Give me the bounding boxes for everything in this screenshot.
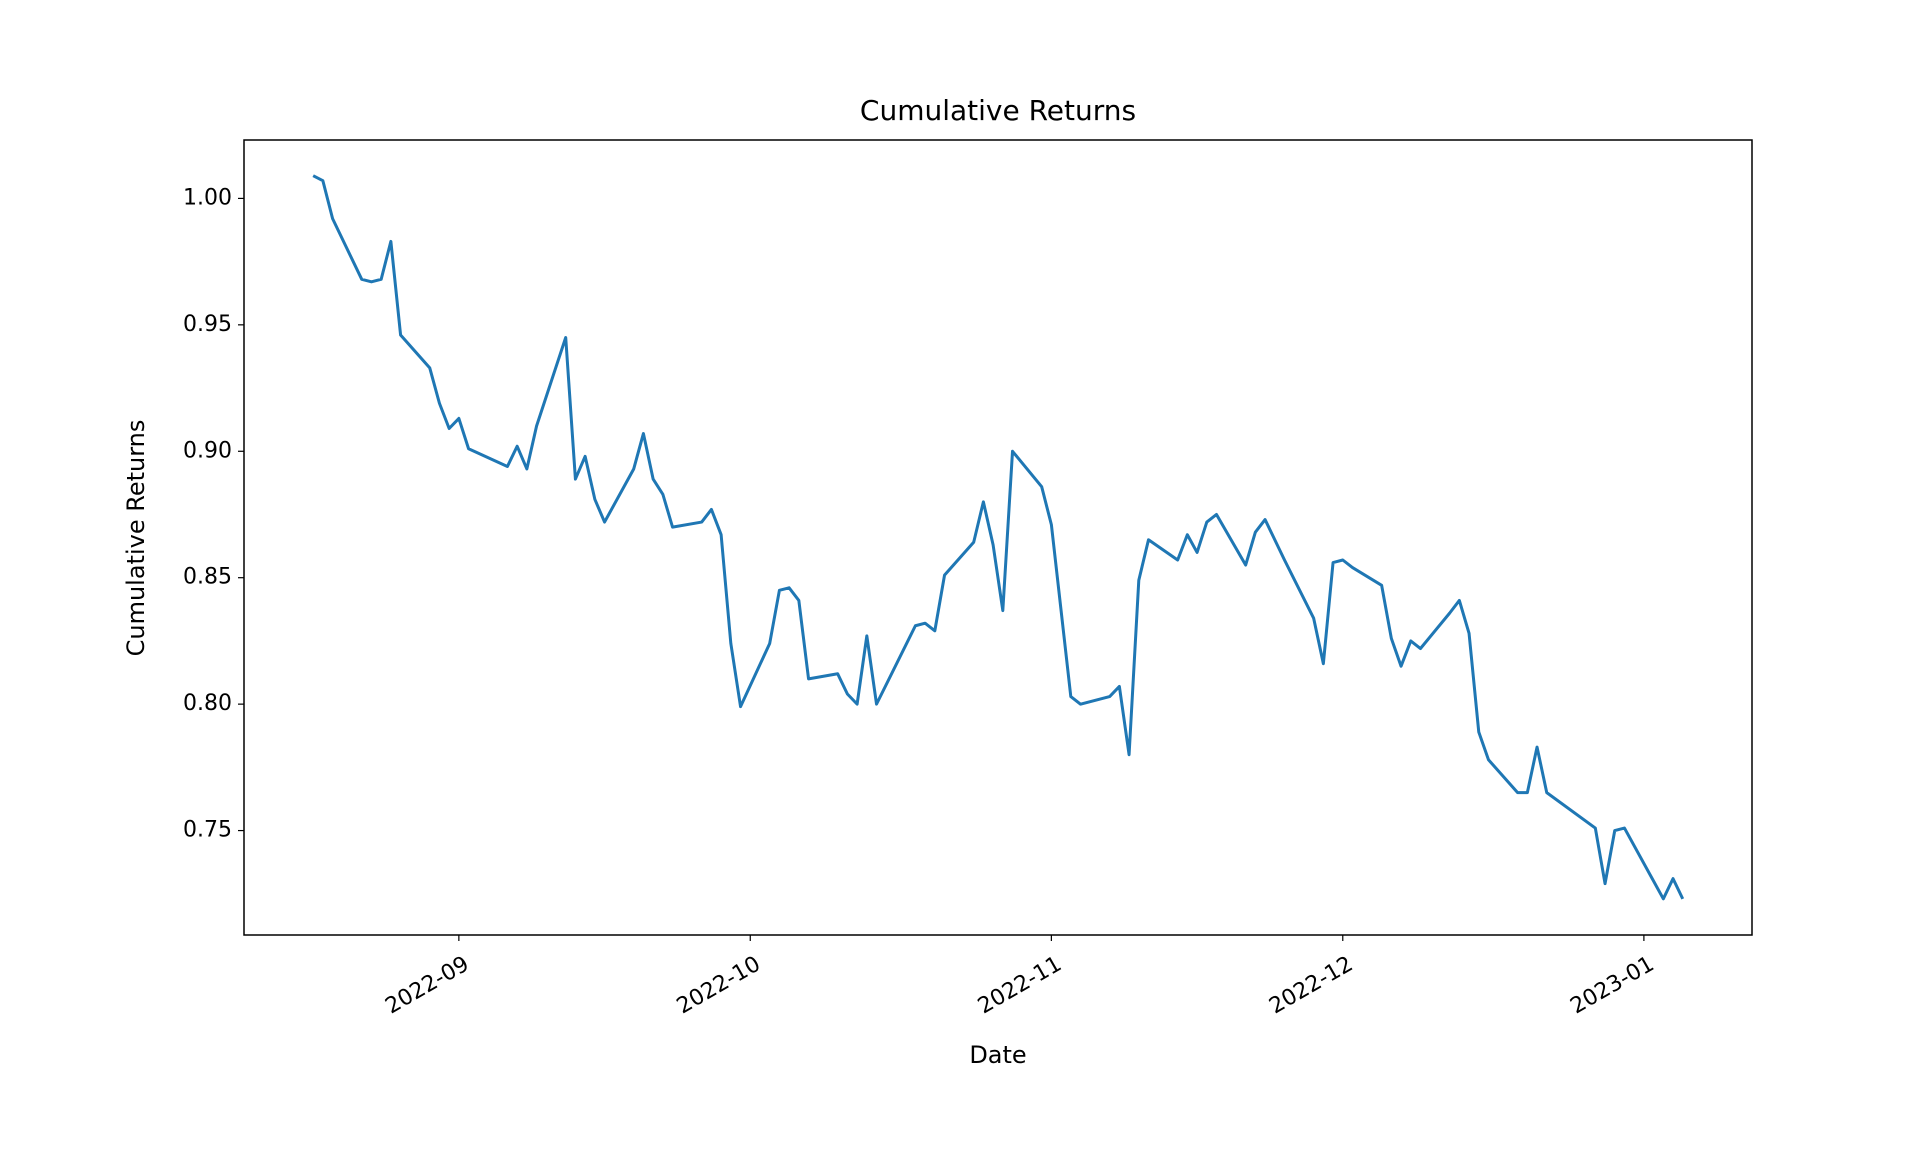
x-tick-label: 2022-09 [381, 952, 473, 1020]
x-axis-label: Date [969, 1041, 1026, 1069]
x-tick-label: 2022-10 [673, 952, 765, 1020]
y-axis-label: Cumulative Returns [122, 420, 150, 657]
x-tick-label: 2022-11 [974, 952, 1066, 1020]
y-tick-label: 0.95 [183, 312, 232, 337]
data-line [312, 174, 1685, 901]
x-tick-label: 2022-12 [1265, 952, 1357, 1020]
plot-frame [243, 139, 1753, 936]
y-tick-label: 0.90 [183, 438, 232, 463]
chart-title: Cumulative Returns [860, 94, 1136, 127]
x-tick-label: 2023-01 [1566, 952, 1658, 1020]
y-tick-label: 0.85 [183, 565, 232, 590]
y-tick-label: 0.80 [183, 691, 232, 716]
y-tick-label: 0.75 [183, 818, 232, 843]
y-tick-label: 1.00 [183, 185, 232, 210]
